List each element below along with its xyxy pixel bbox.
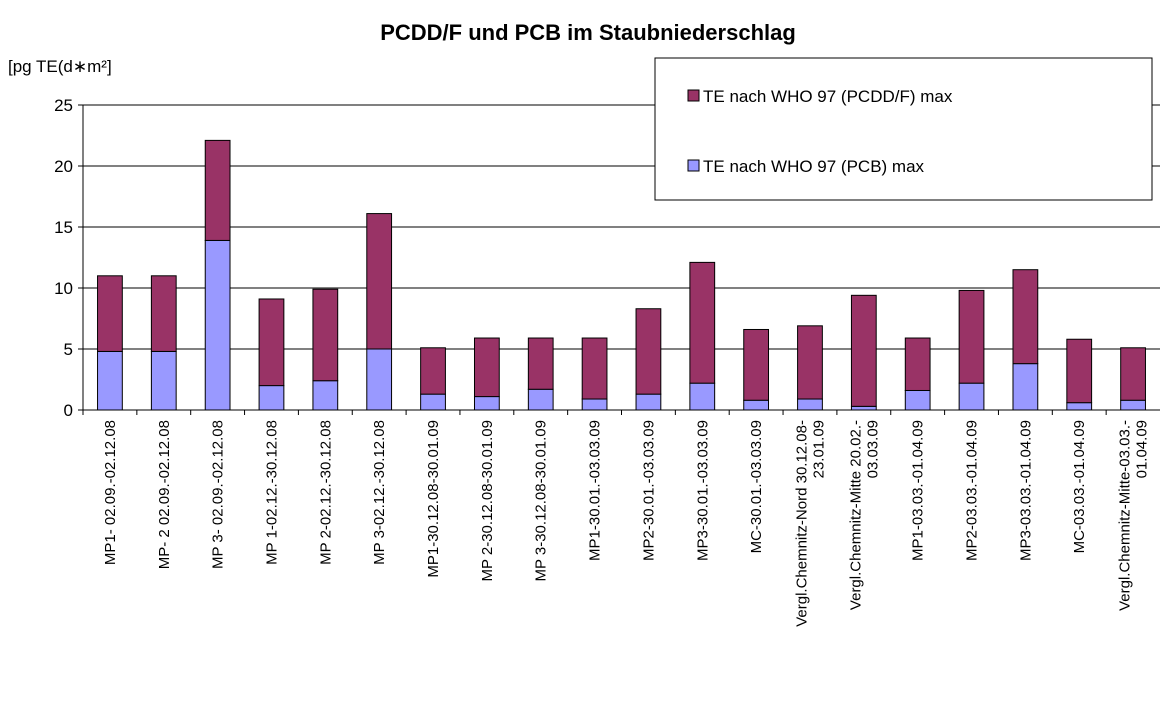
x-tick-label: MP1- 02.09.-02.12.08 [102,420,119,565]
x-tick-label: MP3-30.01.-03.03.09 [694,420,711,561]
x-tick-label: MP 2-02.12.-30.12.08 [317,420,334,565]
legend-swatch [687,159,700,172]
legend-box [654,57,1153,201]
x-tick-label: MP3-03.03.-01.04.09 [1017,420,1034,561]
bar-segment [1066,402,1093,411]
bar-segment [473,337,500,398]
bar-segment [204,239,231,411]
legend-label: TE nach WHO 97 (PCDD/F) max [703,87,953,106]
bar-segment [97,350,123,411]
x-tick-label: MP 3-02.12.-30.12.08 [371,420,388,565]
bar-segment [150,350,177,411]
y-tick-label: 10 [54,279,73,298]
bar-segment [366,348,393,411]
x-tick-label: MP2-03.03.-01.04.09 [964,420,981,561]
bar-segment [797,325,823,400]
x-tick-label: MP1-30.12.08-30.01.09 [425,420,442,578]
x-tick-label: Vergl.Chemnitz-Mitte-03.03.-01.04.09 [1117,420,1151,611]
bar-segment [420,347,446,395]
y-tick-label: 25 [54,96,73,115]
bar-segment [850,294,877,407]
bar-segment [1066,338,1093,404]
x-tick-label: MP1-03.03.-01.04.09 [910,420,927,561]
bar-segment [258,385,285,411]
bar-segment [904,337,931,391]
x-tick-label: MP 3- 02.09.-02.12.08 [210,420,227,569]
bar-segment [1012,269,1039,365]
bar-segment [420,393,446,411]
x-tick-label: MC-03.03.-01.04.09 [1071,420,1088,553]
bar-segment [635,393,662,411]
bar-segment [743,328,770,401]
bar-segment [958,382,985,411]
bar-segment [797,398,823,411]
x-tick-label: MP 2-30.12.08-30.01.09 [479,420,496,582]
bar-segment [904,389,931,411]
bar-segment [743,399,770,411]
bar-segment [312,380,339,411]
bar-segment [473,396,500,411]
bar-segment [581,337,608,400]
bar-segment [1012,363,1039,411]
bar-segment [366,213,393,350]
bar-segment [527,388,554,411]
bar-segment [689,382,716,411]
bar-segment [312,288,339,382]
x-tick-label: Vergl.Chemnitz-Mitte 20.02.-03.03.09 [847,420,881,610]
bar-segment [150,275,177,352]
x-tick-label: MP 3-30.12.08-30.01.09 [533,420,550,582]
bar-segment [1120,399,1146,411]
x-tick-label: MP- 2 02.09.-02.12.08 [156,420,173,569]
y-axis-label: [pg TE(d∗m²] [8,57,112,76]
bar-segment [635,308,662,395]
bar-segment [97,275,123,352]
bar-segment [258,298,285,387]
bar-segment [527,337,554,390]
x-tick-label: MP 1-02.12.-30.12.08 [263,420,280,565]
y-tick-label: 20 [54,157,73,176]
bar-segment [204,139,231,241]
bar-segment [689,261,716,384]
legend-label: TE nach WHO 97 (PCB) max [703,157,925,176]
x-tick-label: MC-30.01.-03.03.09 [748,420,765,553]
y-tick-label: 15 [54,218,73,237]
chart-title: PCDD/F und PCB im Staubniederschlag [380,20,796,45]
legend-swatch [687,89,700,102]
y-tick-label: 0 [64,401,73,420]
bar-segment [958,289,985,384]
y-tick-label: 5 [64,340,73,359]
x-tick-label: MP1-30.01.-03.03.09 [587,420,604,561]
x-tick-label: Vergl.Chemnitz-Nord 30.12.08-23.01.09 [793,420,827,627]
x-tick-label: MP2-30.01.-03.03.09 [640,420,657,561]
bar-segment [850,405,877,411]
bar-segment [581,398,608,411]
bar-segment [1120,347,1146,401]
